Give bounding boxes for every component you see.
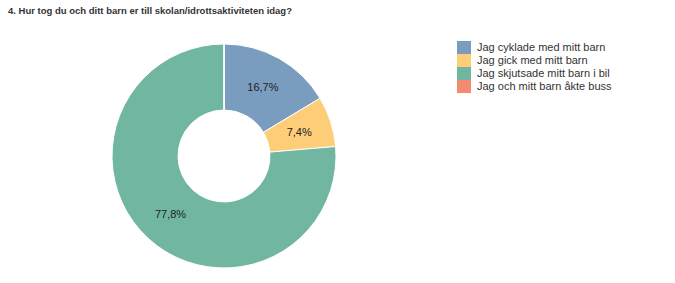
svg-text:77,8%: 77,8% bbox=[155, 208, 186, 220]
svg-text:16,7%: 16,7% bbox=[247, 81, 278, 93]
html-text:Jag skjutsade mitt barn i bil: Jag skjutsade mitt barn i bil bbox=[477, 67, 610, 79]
html-text:Jag gick med mitt barn: Jag gick med mitt barn bbox=[477, 54, 588, 66]
html-text:4. Hur tog du och ditt barn er: 4. Hur tog du och ditt barn er till skol… bbox=[8, 5, 292, 16]
html-text:Jag och mitt barn åkte buss: Jag och mitt barn åkte buss bbox=[477, 80, 612, 92]
html-text:Jag cyklade med mitt barn: Jag cyklade med mitt barn bbox=[477, 41, 606, 53]
svg-text:7,4%: 7,4% bbox=[287, 126, 312, 138]
